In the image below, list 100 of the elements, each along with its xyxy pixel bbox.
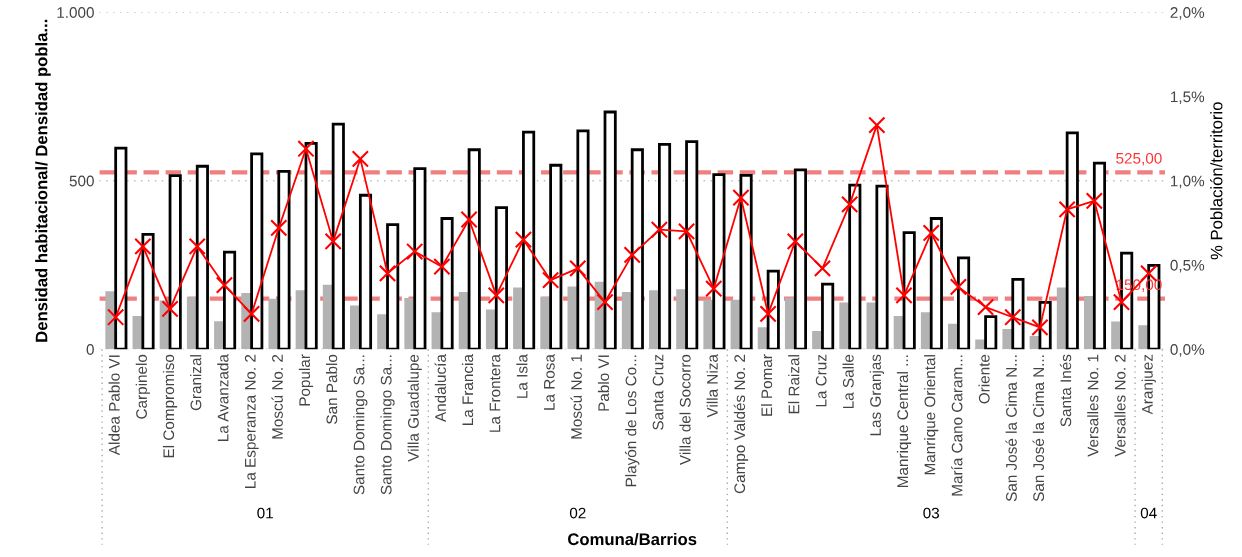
point [569,259,587,278]
point [1112,293,1131,311]
x-tick-label: Aranjuez [1141,354,1156,415]
y-tick-label: 500 [69,175,94,187]
point [786,232,804,251]
x-tick-label: María Cano Caram... [951,355,963,496]
point [1085,192,1103,210]
x-axis-title: Comuna/Barrios [568,532,697,546]
y2-axis-title: % Población/territorio [1210,102,1223,260]
bar [657,142,672,350]
x-tick-label: San Pablo [326,354,338,424]
bar [875,184,889,350]
x-tick-label: Popular [298,354,314,406]
bar [630,148,644,350]
bar [440,217,454,350]
point [161,300,179,318]
x-tick-label: La Cruz [815,354,827,407]
x-tick-label: La Esperanza No. 2 [244,354,259,488]
x-tick-label: La Avanzada [217,354,229,441]
y-tick-label: 1.000 [57,7,94,18]
bar [576,129,590,350]
bar [250,152,264,350]
bar [902,231,916,350]
bar [603,110,617,350]
bar [984,315,998,350]
x-tick-label: Moscú No. 2 [271,354,283,439]
point [895,286,913,304]
ref-line-label: 525,00 [1116,152,1162,166]
text: 03 [923,507,940,519]
bar [413,167,427,350]
point [1031,318,1049,337]
y2-tick-label: 0,0% [1170,344,1205,357]
point [215,276,234,294]
y2-tick-label: 1,0% [1171,175,1205,189]
x-tick-label: Andalucía [434,354,446,423]
point [840,195,859,214]
x-tick-label: Santa Inés [1059,354,1072,427]
point [242,305,261,323]
x-tick-label: Pablo VI [597,355,610,411]
point [650,220,669,239]
x-tick-label: Santa Cruz [652,354,664,430]
text: 04 [1140,507,1157,519]
x-tick-label: Aldea Pablo VI [108,355,120,456]
bar [549,163,563,350]
bar [168,174,182,350]
point [1004,308,1022,326]
bar [793,168,808,350]
point [270,219,288,237]
point [487,286,505,304]
x-tick-label: Oriente [978,354,990,404]
bar [685,140,699,350]
point [1058,200,1076,219]
x-tick-label: Campo Valdés No. 2 [733,354,749,494]
x-tick-label: Villa Niza [706,354,718,418]
point [351,150,370,168]
bar [277,169,291,350]
point [324,232,342,251]
x-tick-label: Granizal [190,355,202,411]
point [406,242,424,261]
x-tick-label: Santo Domingo Sa... [353,355,368,495]
point [868,116,886,134]
point [813,259,832,278]
x-tick-label: San José la Cima N... [1032,355,1045,502]
x-tick-label: Manrique Central ... [896,355,912,487]
x-tick-label: Villa del Socorro [679,354,691,465]
y2-tick-label: 0,5% [1170,259,1205,273]
bar [223,250,237,350]
bar [331,122,345,350]
x-tick-label: Villa Guadalupe [407,354,422,462]
bar [712,173,726,350]
x-tick-label: Santo Domingo Sa... [380,355,395,495]
bar [1011,278,1025,350]
x-tick-label: El Pomar [760,354,773,416]
bar [141,232,155,350]
x-tick-label: El Compromiso [162,354,178,458]
bar [821,282,835,350]
bar [848,183,862,350]
bar [304,141,318,350]
point [732,188,750,207]
x-tick-label: Las Granjas [869,354,884,436]
y2-tick-label: 1,5% [1171,91,1205,104]
bar [957,256,971,350]
x-tick-label: Playón de Los Co... [624,355,640,487]
point [188,237,206,256]
point [378,264,397,283]
x-tick-label: La Rosa [544,354,555,410]
y2-tick-label: 2,0% [1170,7,1205,20]
text: 01 [257,507,273,519]
point [460,210,478,229]
bar [522,130,536,350]
point [106,308,125,326]
bar [114,146,128,350]
x-tick-label: San José la Cima N... [1005,355,1017,502]
bar [929,217,943,350]
point [514,231,533,249]
point [759,305,777,323]
bar [494,206,508,350]
bar [739,173,753,350]
point [949,278,968,296]
y-tick-label: 0 [86,344,94,355]
